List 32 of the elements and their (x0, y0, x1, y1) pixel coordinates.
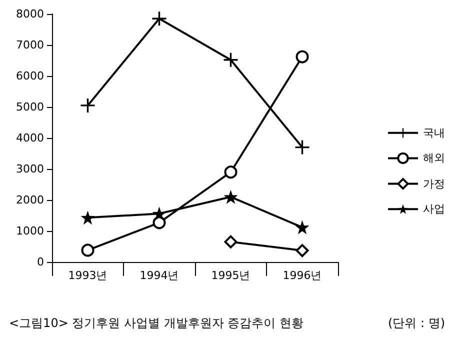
x-tick-label: 1996년 (282, 269, 322, 282)
point (80, 210, 95, 225)
text: <그림10> 정기후원 사업별 개발후원자 증감추이 현황 (9, 316, 304, 330)
x-tick-label: 1994년 (140, 269, 179, 282)
text: (단위 : 명) (388, 316, 446, 330)
y-tick-label: 5000 (16, 100, 44, 114)
x-tick-label: 1993년 (68, 269, 108, 282)
y-tick-label: 8000 (16, 8, 44, 20)
point (296, 244, 309, 258)
y-tick-label: 4000 (16, 132, 44, 144)
legend-label: 가정 (423, 177, 445, 190)
point (152, 206, 166, 221)
point (224, 190, 238, 204)
legend-label: 국내 (423, 126, 445, 140)
point (152, 12, 166, 26)
y-tick-label: 7000 (16, 38, 44, 52)
point (81, 244, 94, 257)
point (295, 220, 310, 234)
y-tick-label: 2000 (16, 194, 44, 206)
legend-label: 사업 (423, 202, 445, 216)
point (224, 52, 238, 67)
point (296, 50, 309, 64)
point (224, 235, 238, 248)
y-tick-label: 6000 (16, 70, 44, 82)
point (224, 166, 238, 179)
legend-label: 해외 (423, 152, 445, 165)
x-tick-label: 1995년 (211, 269, 250, 282)
point (295, 140, 310, 154)
point (80, 98, 95, 112)
y-tick-label: 1000 (16, 224, 44, 238)
y-tick-label: 3000 (16, 162, 44, 176)
y-tick-label: 0 (37, 256, 44, 268)
